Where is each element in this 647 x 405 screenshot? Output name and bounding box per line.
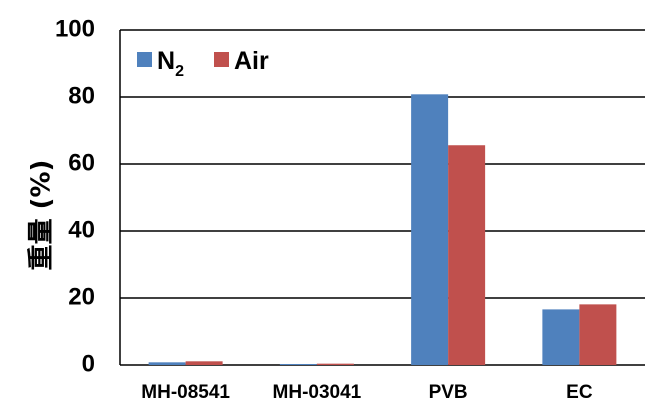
y-tick-label: 60 (68, 149, 95, 176)
bar-n2-ec (542, 309, 580, 365)
bars (148, 94, 617, 365)
x-tick-label: MH-08541 (141, 382, 230, 403)
x-tick-label: MH-03041 (273, 382, 362, 403)
bar-air-ec (579, 304, 617, 365)
bar-n2-mh-03041 (279, 363, 317, 365)
x-tick-label: PVB (429, 382, 468, 403)
y-axis-label: 重量 (%) (27, 160, 57, 271)
legend: N2 Air (137, 47, 269, 80)
y-tick-labels: 0 20 40 60 80 100 (55, 15, 95, 377)
legend-swatch-air (214, 52, 229, 67)
legend-label-air: Air (234, 47, 269, 75)
bar-air-mh-08541 (185, 361, 223, 365)
bar-n2-pvb (411, 94, 449, 365)
bar-air-pvb (448, 145, 486, 365)
x-tick-label: EC (566, 382, 593, 403)
y-axis-title: 重量 (%) (27, 160, 57, 271)
y-tick-label: 0 (82, 350, 95, 377)
y-tick-label: 40 (68, 216, 95, 243)
y-tick-label: 80 (68, 82, 95, 109)
y-tick-label: 20 (68, 283, 95, 310)
legend-label-n2: N2 (157, 47, 184, 80)
bar-air-mh-03041 (316, 363, 354, 365)
y-tick-label: 100 (55, 15, 95, 42)
legend-swatch-n2 (137, 52, 152, 67)
x-tick-labels: MH-08541 MH-03041 PVB EC (141, 382, 593, 403)
bar-n2-mh-08541 (148, 362, 186, 365)
